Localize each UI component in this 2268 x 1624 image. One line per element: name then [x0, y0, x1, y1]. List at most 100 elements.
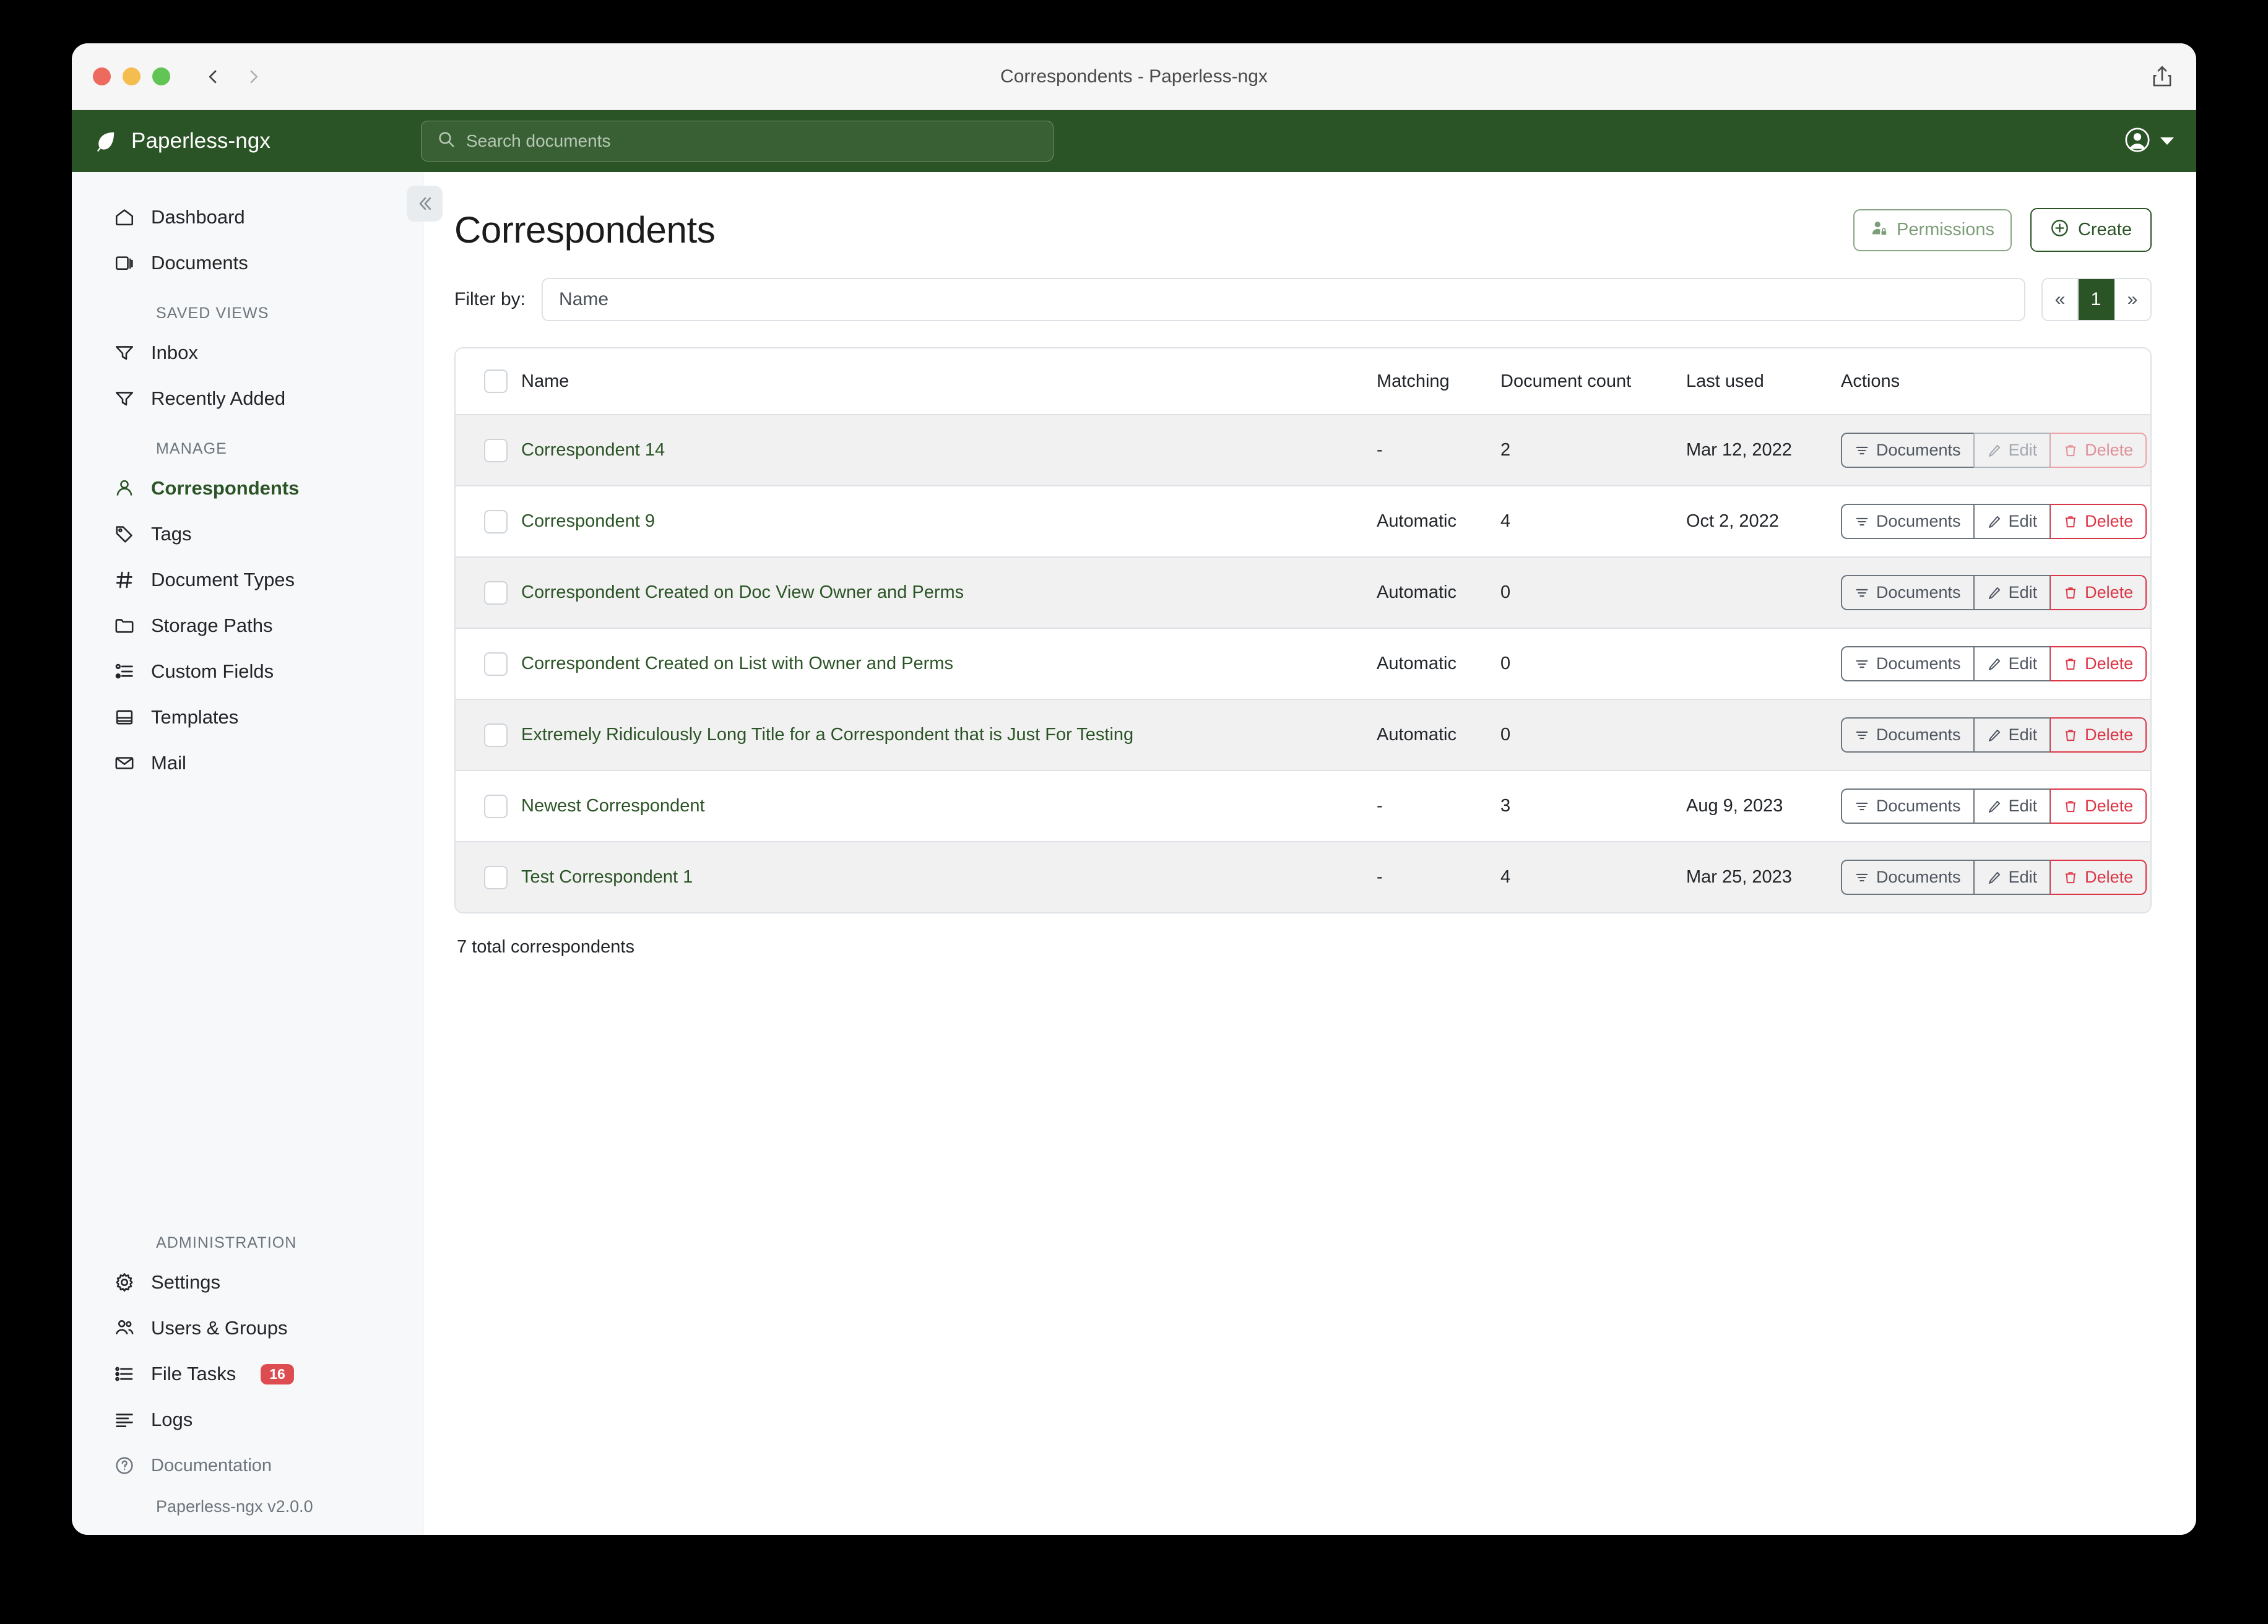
delete-button[interactable]: Delete [2050, 646, 2147, 681]
main-content: Correspondents Permissions Create [423, 172, 2196, 1535]
edit-button[interactable]: Edit [1973, 646, 2051, 681]
user-menu[interactable] [2123, 126, 2174, 157]
delete-button[interactable]: Delete [2050, 860, 2147, 895]
row-matching-cell: - [1377, 842, 1500, 912]
sidebar-item-custom-fields[interactable]: Custom Fields [72, 649, 423, 694]
edit-button[interactable]: Edit [1973, 860, 2051, 895]
filter-name-input[interactable]: Name [542, 278, 2025, 321]
sidebar-item-templates[interactable]: Templates [72, 694, 423, 740]
app-body: Dashboard Documents SAVED VIEWS Inbox Re [72, 172, 2196, 1535]
correspondent-link[interactable]: Extremely Ridiculously Long Title for a … [521, 725, 1134, 745]
documents-button[interactable]: Documents [1841, 575, 1974, 610]
trash-icon [2065, 658, 2076, 670]
correspondent-link[interactable]: Correspondent Created on List with Owner… [521, 654, 953, 673]
trash-icon [2065, 516, 2076, 527]
edit-button-label: Edit [2008, 441, 2038, 459]
row-select-cell [456, 842, 521, 912]
chevron-right-icon[interactable] [246, 69, 262, 85]
filter-row: Filter by: Name « 1 » [454, 278, 2152, 321]
edit-button[interactable]: Edit [1973, 575, 2051, 610]
sidebar-item-inbox[interactable]: Inbox [72, 330, 423, 376]
sidebar-item-label: Users & Groups [151, 1317, 288, 1339]
sidebar-item-storage-paths[interactable]: Storage Paths [72, 603, 423, 649]
row-name-cell: Test Correspondent 1 [521, 842, 1377, 912]
sidebar-item-logs[interactable]: Logs [72, 1397, 423, 1443]
delete-button[interactable]: Delete [2050, 504, 2147, 539]
documents-button-label: Documents [1876, 725, 1961, 744]
delete-button[interactable]: Delete [2050, 717, 2147, 753]
minimize-window-button[interactable] [123, 67, 141, 85]
sidebar-item-settings[interactable]: Settings [72, 1259, 423, 1305]
filter-lines-icon [1856, 660, 1868, 668]
sidebar-item-mail[interactable]: Mail [72, 740, 423, 786]
pagination-page-1[interactable]: 1 [2079, 279, 2114, 320]
documents-button[interactable]: Documents [1841, 504, 1974, 539]
sidebar-item-file-tasks[interactable]: File Tasks 16 [72, 1351, 423, 1397]
search-input[interactable]: Search documents [421, 121, 1054, 162]
row-actions-cell: Documents Edit Delete [1841, 486, 2150, 558]
sidebar-item-correspondents[interactable]: Correspondents [72, 465, 423, 511]
sidebar-item-tags[interactable]: Tags [72, 511, 423, 557]
row-checkbox[interactable] [484, 581, 508, 605]
header-matching[interactable]: Matching [1377, 348, 1500, 415]
delete-button[interactable]: Delete [2050, 788, 2147, 824]
sidebar-item-documentation[interactable]: Documentation [72, 1443, 423, 1488]
row-document-count-cell: 4 [1500, 842, 1686, 912]
documents-button[interactable]: Documents [1841, 433, 1974, 468]
filter-lines-icon [1856, 517, 1868, 525]
maximize-window-button[interactable] [152, 67, 170, 85]
row-action-group: Documents Edit Delete [1841, 860, 2147, 895]
caret-down-icon[interactable] [2160, 137, 2174, 145]
header-last-used[interactable]: Last used [1686, 348, 1841, 415]
delete-button[interactable]: Delete [2050, 575, 2147, 610]
row-checkbox[interactable] [484, 794, 508, 818]
correspondent-link[interactable]: Correspondent 14 [521, 440, 665, 460]
filter-input-placeholder: Name [559, 289, 609, 309]
create-button[interactable]: Create [2030, 208, 2152, 252]
edit-button[interactable]: Edit [1973, 788, 2051, 824]
row-checkbox[interactable] [484, 723, 508, 747]
correspondent-link[interactable]: Correspondent Created on Doc View Owner … [521, 582, 964, 602]
documents-button[interactable]: Documents [1841, 788, 1974, 824]
documents-button[interactable]: Documents [1841, 717, 1974, 753]
pagination-last-button[interactable]: » [2114, 279, 2150, 320]
documents-button[interactable]: Documents [1841, 646, 1974, 681]
pencil-icon [1988, 729, 2000, 741]
correspondent-link[interactable]: Newest Correspondent [521, 796, 705, 816]
documents-button[interactable]: Documents [1841, 860, 1974, 895]
close-window-button[interactable] [93, 67, 111, 85]
brand[interactable]: Paperless-ngx [93, 129, 421, 153]
correspondent-link[interactable]: Test Correspondent 1 [521, 867, 693, 887]
header-document-count[interactable]: Document count [1500, 348, 1686, 415]
select-all-checkbox[interactable] [484, 369, 508, 393]
edit-button[interactable]: Edit [1973, 504, 2051, 539]
edit-button[interactable]: Edit [1973, 717, 2051, 753]
sidebar-item-dashboard[interactable]: Dashboard [72, 194, 423, 240]
correspondent-link[interactable]: Correspondent 9 [521, 511, 656, 531]
text-lines-icon [113, 1408, 136, 1432]
row-matching-cell: - [1377, 771, 1500, 842]
sidebar-item-documents[interactable]: Documents [72, 240, 423, 286]
pagination-first-button[interactable]: « [2043, 279, 2079, 320]
edit-button[interactable]: Edit [1973, 433, 2051, 468]
row-checkbox[interactable] [484, 438, 508, 462]
browser-nav [205, 69, 262, 85]
header-name[interactable]: Name [521, 348, 1377, 415]
sidebar-item-users-groups[interactable]: Users & Groups [72, 1305, 423, 1351]
sidebar-section-manage: MANAGE [156, 440, 227, 457]
permissions-button[interactable]: Permissions [1853, 209, 2012, 251]
delete-button[interactable]: Delete [2050, 433, 2147, 468]
row-select-cell [456, 486, 521, 558]
row-checkbox[interactable] [484, 652, 508, 676]
sidebar-item-label: Settings [151, 1271, 221, 1293]
sidebar-item-document-types[interactable]: Document Types [72, 557, 423, 603]
chevron-left-icon[interactable] [205, 69, 221, 85]
sidebar-collapse-button[interactable] [407, 186, 443, 222]
user-circle-icon[interactable] [2123, 126, 2152, 157]
sidebar-item-recently-added[interactable]: Recently Added [72, 376, 423, 421]
row-checkbox[interactable] [484, 509, 508, 533]
row-actions-cell: Documents Edit Delete [1841, 699, 2150, 771]
row-checkbox[interactable] [484, 865, 508, 889]
trash-icon [2065, 871, 2076, 883]
share-icon[interactable] [2149, 64, 2175, 90]
